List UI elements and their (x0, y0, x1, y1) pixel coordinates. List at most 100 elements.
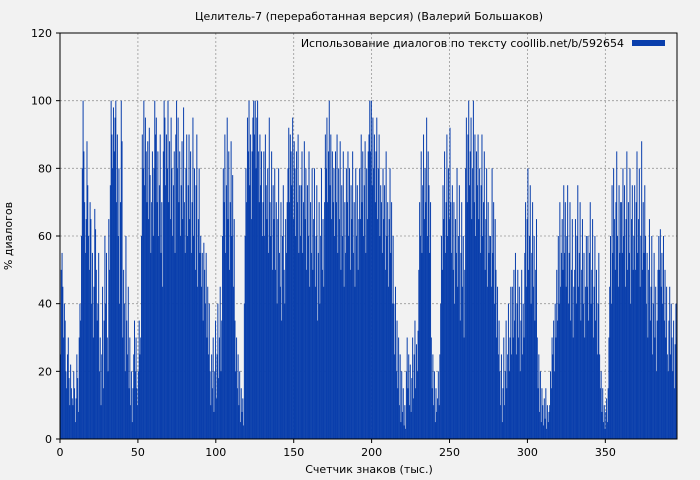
bar (229, 202, 231, 439)
bar (455, 252, 457, 439)
bar (123, 269, 125, 439)
bar (190, 252, 192, 439)
bar (366, 219, 368, 439)
bar (574, 269, 576, 439)
bar (630, 303, 632, 439)
bar (331, 151, 333, 439)
bar (402, 388, 404, 439)
bar (451, 252, 453, 439)
bar (171, 168, 173, 440)
bar (183, 202, 185, 439)
bar (320, 236, 322, 439)
bar (181, 141, 183, 439)
bar (558, 303, 560, 439)
bar (231, 236, 233, 439)
bar (653, 252, 655, 439)
bar (299, 236, 301, 439)
bar (105, 303, 107, 439)
x-tick-label: 250 (439, 446, 460, 459)
bar (78, 337, 80, 439)
bar (87, 185, 89, 439)
bar (358, 219, 360, 439)
bar (656, 320, 658, 439)
bar (201, 286, 203, 439)
y-tick-label: 80 (38, 162, 52, 175)
bar (137, 405, 139, 439)
bar (569, 202, 571, 439)
legend: Использование диалогов по тексту coollib… (301, 37, 665, 50)
bar (660, 286, 662, 439)
bar (83, 151, 85, 439)
bar (79, 303, 81, 439)
bar (353, 202, 355, 439)
bar (489, 236, 491, 439)
bar (188, 134, 190, 439)
bar (116, 202, 118, 439)
bar (502, 388, 504, 439)
bar (73, 371, 75, 439)
bar (595, 320, 597, 439)
bar (306, 269, 308, 439)
bar (179, 236, 181, 439)
bar (578, 252, 580, 439)
bar (611, 185, 613, 439)
bar (520, 320, 522, 439)
bar (639, 286, 641, 439)
bar (71, 398, 73, 439)
bar (527, 168, 529, 440)
bar (524, 252, 526, 439)
bar (669, 286, 671, 439)
bar (226, 117, 228, 439)
bar (619, 252, 621, 439)
bar (323, 286, 325, 439)
bar (444, 151, 446, 439)
bar (529, 185, 531, 439)
bar (288, 127, 290, 439)
bar (253, 100, 255, 440)
bar (302, 252, 304, 439)
bar (440, 236, 442, 439)
bar (355, 168, 357, 440)
bar (282, 236, 284, 439)
bar (130, 371, 132, 439)
bar (334, 236, 336, 439)
bar (559, 202, 561, 439)
bar (74, 388, 76, 439)
bar (553, 371, 555, 439)
bar (350, 185, 352, 439)
bar (126, 354, 128, 439)
bar (423, 134, 425, 439)
bar (275, 202, 277, 439)
bar (221, 320, 223, 439)
bar (102, 286, 104, 439)
bar (376, 117, 378, 439)
bar (391, 303, 393, 439)
bar (105, 252, 107, 439)
bar (235, 371, 237, 439)
bar (144, 117, 146, 439)
bar (278, 168, 280, 440)
bar (103, 320, 105, 439)
bar (637, 252, 639, 439)
bar (108, 219, 110, 439)
bar (213, 411, 215, 439)
bar (145, 151, 147, 439)
bar (439, 354, 441, 439)
bar (540, 422, 542, 439)
bar (247, 151, 249, 439)
bar (88, 236, 90, 439)
bar (218, 337, 220, 439)
x-tick-label: 200 (361, 446, 382, 459)
bar (661, 252, 663, 439)
bar (399, 354, 401, 439)
bar (508, 371, 510, 439)
bar (408, 354, 410, 439)
bar (217, 303, 219, 439)
bar (62, 286, 64, 439)
bar (500, 405, 502, 439)
bar (118, 168, 120, 440)
bars-layer (60, 100, 678, 440)
bar (409, 364, 411, 439)
bar (284, 303, 286, 439)
bar (407, 388, 409, 439)
